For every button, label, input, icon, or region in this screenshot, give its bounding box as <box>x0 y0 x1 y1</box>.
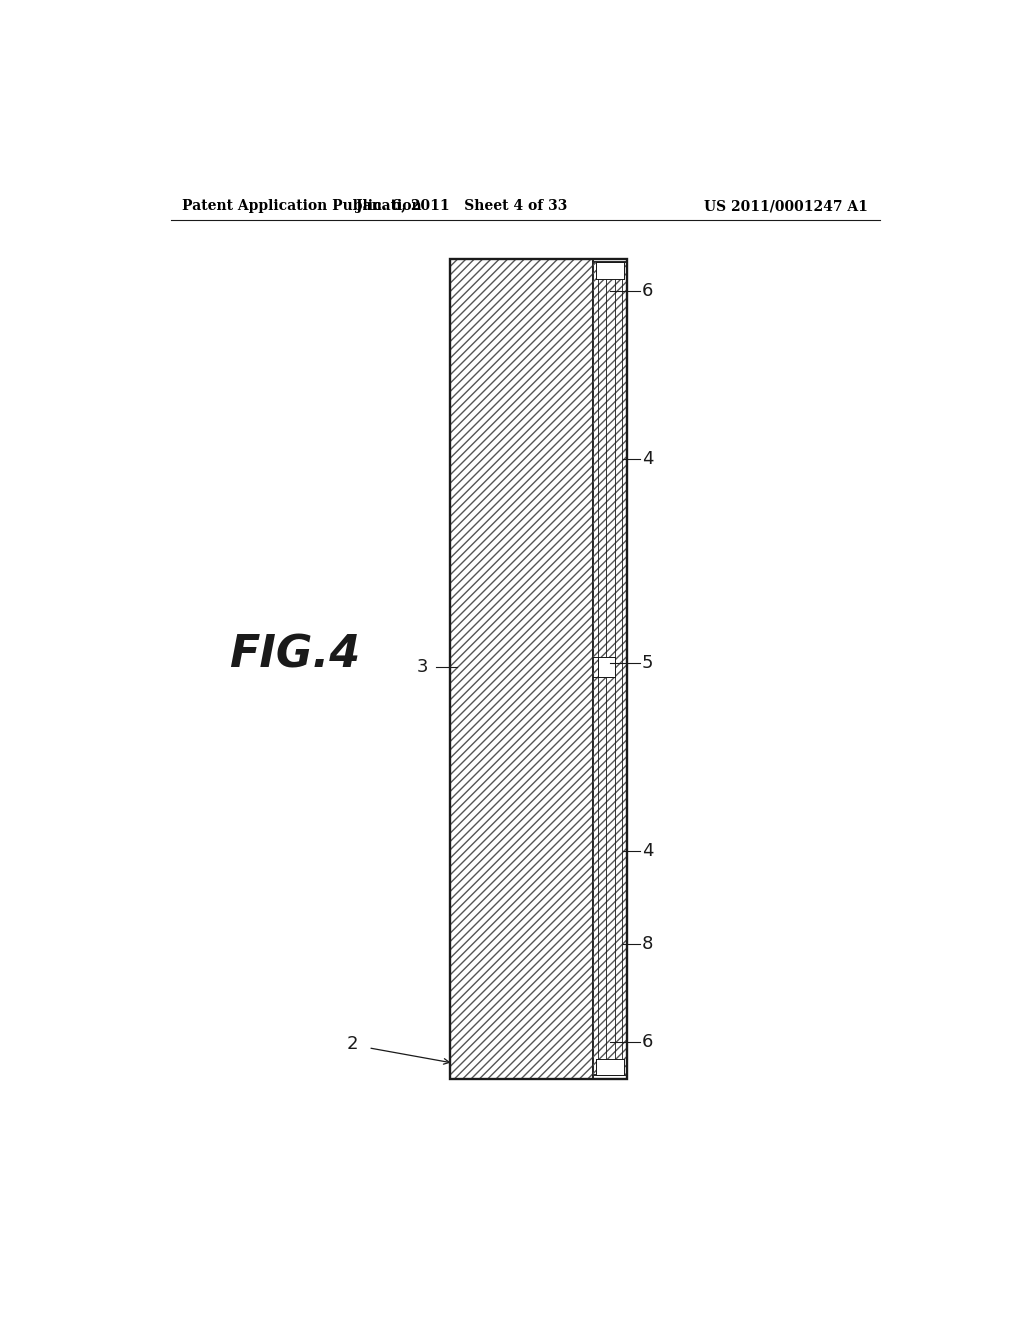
Bar <box>596 1059 624 1076</box>
Text: FIG.4: FIG.4 <box>229 634 360 677</box>
Text: 8: 8 <box>642 935 653 953</box>
Bar <box>450 259 627 1078</box>
Bar <box>450 259 593 1078</box>
Bar <box>593 261 627 1076</box>
Bar <box>596 261 624 279</box>
Bar <box>450 259 593 1078</box>
Text: Jan. 6, 2011   Sheet 4 of 33: Jan. 6, 2011 Sheet 4 of 33 <box>355 199 567 213</box>
Text: 6: 6 <box>642 1034 653 1051</box>
Text: 3: 3 <box>417 657 428 676</box>
Bar <box>593 261 627 1076</box>
Text: 4: 4 <box>642 450 653 467</box>
Text: 2: 2 <box>347 1035 358 1053</box>
Text: 6: 6 <box>642 282 653 300</box>
Text: US 2011/0001247 A1: US 2011/0001247 A1 <box>705 199 868 213</box>
Bar <box>598 656 614 677</box>
Text: 5: 5 <box>642 653 653 672</box>
Text: 4: 4 <box>642 842 653 861</box>
Text: Patent Application Publication: Patent Application Publication <box>182 199 422 213</box>
